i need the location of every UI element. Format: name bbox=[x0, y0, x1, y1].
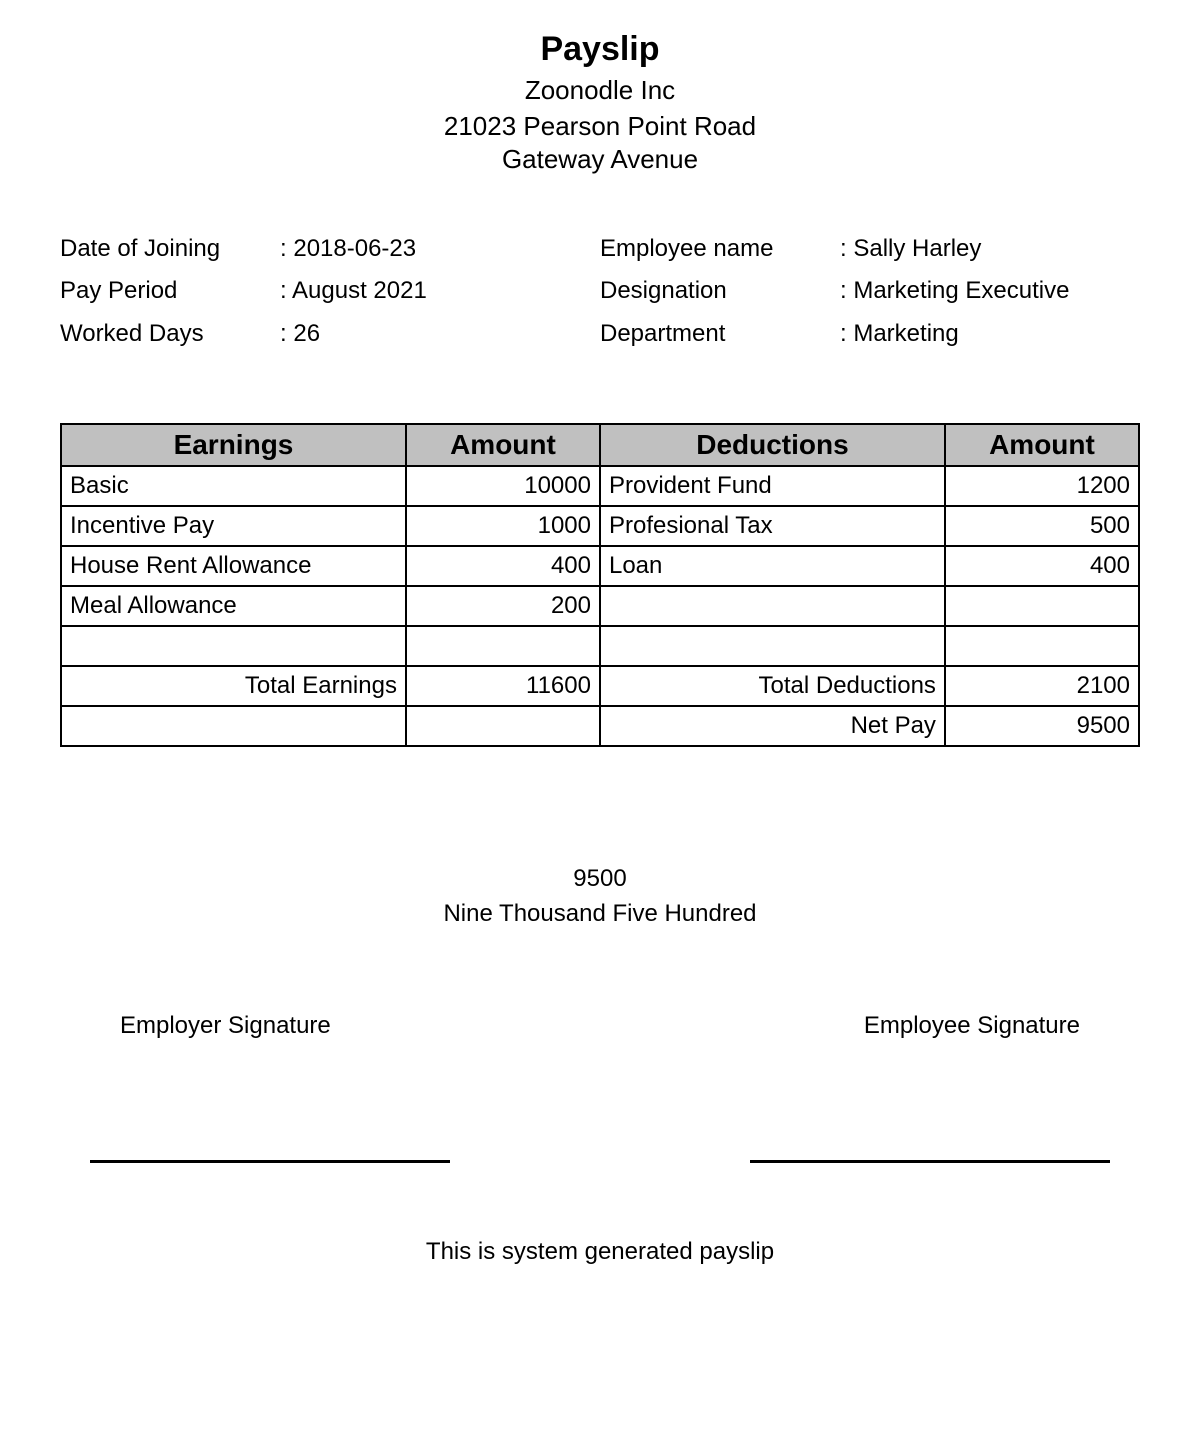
table-header-row: Earnings Amount Deductions Amount bbox=[61, 424, 1139, 466]
payslip-table: Earnings Amount Deductions Amount Basic … bbox=[60, 423, 1140, 747]
earning-label: Basic bbox=[61, 466, 406, 506]
earning-amount: 400 bbox=[406, 546, 600, 586]
deduction-label bbox=[600, 586, 945, 626]
table-row: House Rent Allowance 400 Loan 400 bbox=[61, 546, 1139, 586]
employee-info: Date of Joining 2018-06-23 Pay Period Au… bbox=[60, 230, 1140, 353]
amount-numeric: 9500 bbox=[60, 862, 1140, 897]
pay-period-value: August 2021 bbox=[280, 272, 600, 310]
address-line-1: 21023 Pearson Point Road bbox=[60, 110, 1140, 143]
designation-value: Marketing Executive bbox=[840, 272, 1140, 310]
empty-cell bbox=[945, 626, 1139, 666]
employee-name-label: Employee name bbox=[600, 230, 840, 268]
totals-row: Total Earnings 11600 Total Deductions 21… bbox=[61, 666, 1139, 706]
address-line-2: Gateway Avenue bbox=[60, 143, 1140, 176]
total-deductions-label: Total Deductions bbox=[600, 666, 945, 706]
amount-in-words: 9500 Nine Thousand Five Hundred bbox=[60, 862, 1140, 932]
deduction-amount: 500 bbox=[945, 506, 1139, 546]
empty-cell bbox=[406, 626, 600, 666]
earnings-header: Earnings bbox=[61, 424, 406, 466]
info-right: Employee name Sally Harley Designation M… bbox=[600, 230, 1140, 353]
total-deductions-value: 2100 bbox=[945, 666, 1139, 706]
table-body: Basic 10000 Provident Fund 1200 Incentiv… bbox=[61, 466, 1139, 746]
earning-label: House Rent Allowance bbox=[61, 546, 406, 586]
net-pay-label: Net Pay bbox=[600, 706, 945, 746]
deduction-amount bbox=[945, 586, 1139, 626]
earnings-amount-header: Amount bbox=[406, 424, 600, 466]
page-title: Payslip bbox=[60, 30, 1140, 69]
employee-signature-label: Employee Signature bbox=[864, 1012, 1080, 1040]
deduction-amount: 1200 bbox=[945, 466, 1139, 506]
department-value: Marketing bbox=[840, 315, 1140, 353]
earning-amount: 1000 bbox=[406, 506, 600, 546]
earning-label: Incentive Pay bbox=[61, 506, 406, 546]
header: Payslip Zoonodle Inc 21023 Pearson Point… bbox=[60, 30, 1140, 175]
earning-label: Meal Allowance bbox=[61, 586, 406, 626]
company-name: Zoonodle Inc bbox=[60, 75, 1140, 106]
total-earnings-label: Total Earnings bbox=[61, 666, 406, 706]
empty-cell bbox=[406, 706, 600, 746]
date-of-joining-label: Date of Joining bbox=[60, 230, 280, 268]
employer-signature-label: Employer Signature bbox=[120, 1012, 331, 1040]
designation-label: Designation bbox=[600, 272, 840, 310]
info-left: Date of Joining 2018-06-23 Pay Period Au… bbox=[60, 230, 600, 353]
deduction-label: Loan bbox=[600, 546, 945, 586]
signature-labels: Employer Signature Employee Signature bbox=[60, 1012, 1140, 1040]
earning-amount: 10000 bbox=[406, 466, 600, 506]
deduction-label: Provident Fund bbox=[600, 466, 945, 506]
table-row-empty bbox=[61, 626, 1139, 666]
employee-name-value: Sally Harley bbox=[840, 230, 1140, 268]
date-of-joining-value: 2018-06-23 bbox=[280, 230, 600, 268]
table-row: Meal Allowance 200 bbox=[61, 586, 1139, 626]
deduction-label: Profesional Tax bbox=[600, 506, 945, 546]
empty-cell bbox=[600, 626, 945, 666]
footer-note: This is system generated payslip bbox=[60, 1238, 1140, 1266]
deductions-header: Deductions bbox=[600, 424, 945, 466]
payslip-page: Payslip Zoonodle Inc 21023 Pearson Point… bbox=[0, 0, 1200, 1451]
employee-signature-line bbox=[750, 1160, 1110, 1163]
pay-period-label: Pay Period bbox=[60, 272, 280, 310]
deductions-amount-header: Amount bbox=[945, 424, 1139, 466]
table-row: Incentive Pay 1000 Profesional Tax 500 bbox=[61, 506, 1139, 546]
net-pay-row: Net Pay 9500 bbox=[61, 706, 1139, 746]
net-pay-value: 9500 bbox=[945, 706, 1139, 746]
employer-signature-line bbox=[90, 1160, 450, 1163]
department-label: Department bbox=[600, 315, 840, 353]
signature-lines bbox=[60, 1160, 1140, 1163]
empty-cell bbox=[61, 706, 406, 746]
total-earnings-value: 11600 bbox=[406, 666, 600, 706]
table-row: Basic 10000 Provident Fund 1200 bbox=[61, 466, 1139, 506]
deduction-amount: 400 bbox=[945, 546, 1139, 586]
amount-words: Nine Thousand Five Hundred bbox=[60, 897, 1140, 932]
empty-cell bbox=[61, 626, 406, 666]
worked-days-label: Worked Days bbox=[60, 315, 280, 353]
earning-amount: 200 bbox=[406, 586, 600, 626]
worked-days-value: 26 bbox=[280, 315, 600, 353]
